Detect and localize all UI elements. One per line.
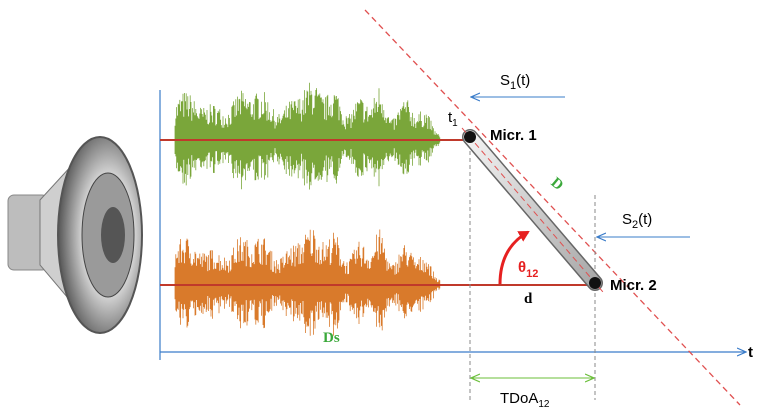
- waveform: [174, 229, 441, 336]
- mic2-label: Micr. 2: [610, 277, 657, 294]
- time-label: t: [748, 344, 753, 361]
- d-label: d: [524, 291, 533, 307]
- rod-label: D: [548, 175, 567, 194]
- theta-label: θ12: [518, 259, 538, 280]
- t1-label: t1: [448, 109, 458, 129]
- mic1-label: Micr. 1: [490, 127, 537, 144]
- mic-1: [464, 131, 476, 143]
- speaker-icon: [7, 136, 143, 334]
- ds-label: Ds: [323, 330, 340, 346]
- angle-arrow: [498, 230, 530, 285]
- wavefront-line: [364, 9, 741, 406]
- waveform: [174, 82, 441, 190]
- array-axis: [461, 127, 604, 293]
- mic-2: [589, 277, 601, 289]
- tdoa-label: TDoA12: [500, 390, 550, 410]
- s1-label: S1(t): [500, 72, 530, 92]
- s2-label: S2(t): [622, 211, 652, 231]
- waveforms: [174, 82, 441, 336]
